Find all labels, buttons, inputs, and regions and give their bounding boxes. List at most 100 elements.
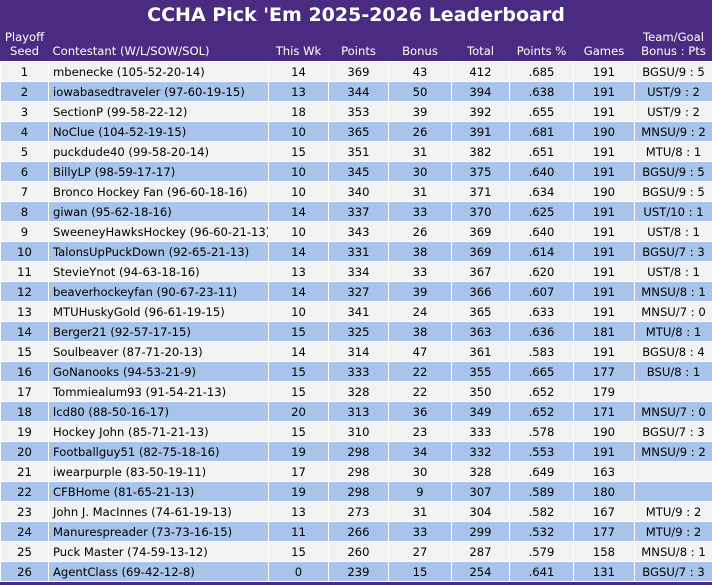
table-cell: Manurespreader (73-73-16-15) <box>48 521 269 542</box>
table-cell: 38 <box>388 241 452 262</box>
table-cell: 177 <box>573 361 635 382</box>
table-cell: .532 <box>509 521 574 542</box>
table-cell: 25 <box>0 541 49 562</box>
table-cell: puckdude40 (99-58-20-14) <box>48 141 269 162</box>
table-cell: 351 <box>328 141 389 162</box>
table-cell: BGSU/7 : 3 <box>634 241 712 262</box>
table-row: 25 Puck Master (74-59-13-12) 15 260 27 287.57… <box>0 541 712 562</box>
table-row: 9 SweeneyHawksHockey (96-60-21-13) 10 343 26… <box>0 221 712 242</box>
table-cell: .640 <box>509 161 574 182</box>
table-cell: 17 <box>0 381 49 402</box>
table-cell: SectionP (99-58-22-12) <box>48 101 269 122</box>
table-cell: BSU/8 : 1 <box>634 361 712 382</box>
table-cell: 22 <box>0 481 49 502</box>
table-row: 21 iwearpurple (83-50-19-11) 17 298 30 328.64… <box>0 461 712 482</box>
table-row: 6 BillyLP (98-59-17-17) 10 345 30 375.640 191 B… <box>0 161 712 182</box>
table-cell: 36 <box>388 401 452 422</box>
table-cell: 331 <box>328 241 389 262</box>
table-cell <box>634 381 712 402</box>
table-cell: 18 <box>0 401 49 422</box>
table-cell: 33 <box>388 201 452 222</box>
column-header: Points % <box>509 28 574 62</box>
title: CCHA Pick 'Em 2025-2026 Leaderboard <box>147 4 565 26</box>
table-cell: 3 <box>0 101 49 122</box>
table-cell: 14 <box>268 201 329 222</box>
table-cell: 313 <box>328 401 389 422</box>
table-cell: 26 <box>0 561 49 582</box>
table-cell: 167 <box>573 501 635 522</box>
table-body: 1 mbenecke (105-52-20-14) 14 369 43 412.685 19… <box>0 61 712 582</box>
table-cell: MTU/8 : 1 <box>634 141 712 162</box>
table-cell: MTU/9 : 2 <box>634 501 712 522</box>
table-cell: 370 <box>451 201 510 222</box>
table-cell: John J. MacInnes (74-61-19-13) <box>48 501 269 522</box>
table-cell: MNSU/8 : 1 <box>634 541 712 562</box>
table-cell: AgentClass (69-42-12-8) <box>48 561 269 582</box>
table-cell: CFBHome (81-65-21-13) <box>48 481 269 502</box>
table-cell: Soulbeaver (87-71-20-13) <box>48 341 269 362</box>
table-cell: 10 <box>268 161 329 182</box>
table-cell: .583 <box>509 341 574 362</box>
table-cell: 15 <box>268 541 329 562</box>
column-header: Playoff Seed <box>0 28 49 62</box>
table-cell: 298 <box>328 481 389 502</box>
table-row: 1 mbenecke (105-52-20-14) 14 369 43 412.685 19… <box>0 61 712 82</box>
leaderboard-table: Playoff Seed Contestant (W/L/SOW/SOL) This… <box>0 28 712 582</box>
table-cell: 131 <box>573 561 635 582</box>
table-row: 3 SectionP (99-58-22-12) 18 353 39 392.655 191… <box>0 101 712 122</box>
table-cell: 14 <box>268 61 329 82</box>
table-cell: BGSU/9 : 5 <box>634 61 712 82</box>
table-cell: 260 <box>328 541 389 562</box>
table-cell: 349 <box>451 401 510 422</box>
table-row: 11 StevieYnot (94-63-18-16) 13 334 33 367.620… <box>0 261 712 282</box>
table-cell: 361 <box>451 341 510 362</box>
table-cell: .620 <box>509 261 574 282</box>
table-cell: .589 <box>509 481 574 502</box>
table-cell: TalonsUpPuckDown (92-65-21-13) <box>48 241 269 262</box>
table-row: 7 Bronco Hockey Fan (96-60-18-16) 10 340 31 3… <box>0 181 712 202</box>
column-header: Points <box>328 28 389 62</box>
table-cell: 43 <box>388 61 452 82</box>
table-cell: 31 <box>388 501 452 522</box>
table-cell: 337 <box>328 201 389 222</box>
table-cell: MNSU/9 : 2 <box>634 121 712 142</box>
table-cell: 239 <box>328 561 389 582</box>
table-cell: 382 <box>451 141 510 162</box>
table-cell: 191 <box>573 301 635 322</box>
table-row: 24 Manurespreader (73-73-16-15) 11 266 33 299… <box>0 521 712 542</box>
table-cell: 191 <box>573 281 635 302</box>
table-cell: UST/10 : 1 <box>634 201 712 222</box>
table-cell: 371 <box>451 181 510 202</box>
table-cell: .578 <box>509 421 574 442</box>
table-cell: 15 <box>268 321 329 342</box>
column-header: Bonus <box>388 28 452 62</box>
table-cell: mbenecke (105-52-20-14) <box>48 61 269 82</box>
table-cell: 7 <box>0 181 49 202</box>
table-cell: 191 <box>573 241 635 262</box>
table-row: 18 lcd80 (88-50-16-17) 20 313 36 349.652 171 MN… <box>0 401 712 422</box>
table-cell: 365 <box>451 301 510 322</box>
table-cell: 333 <box>328 361 389 382</box>
table-cell: 254 <box>451 561 510 582</box>
table-cell: beaverhockeyfan (90-67-23-11) <box>48 281 269 302</box>
table-cell: 314 <box>328 341 389 362</box>
table-cell: 13 <box>268 501 329 522</box>
table-cell: 19 <box>0 421 49 442</box>
table-cell: .685 <box>509 61 574 82</box>
table-cell: 2 <box>0 81 49 102</box>
table-cell: 191 <box>573 101 635 122</box>
table-cell: 11 <box>0 261 49 282</box>
table-cell: 34 <box>388 441 452 462</box>
table-cell: 12 <box>0 281 49 302</box>
table-cell: 328 <box>328 381 389 402</box>
table-cell: .607 <box>509 281 574 302</box>
table-cell: Berger21 (92-57-17-15) <box>48 321 269 342</box>
table-cell: 363 <box>451 321 510 342</box>
table-cell: 191 <box>573 161 635 182</box>
table-cell: 367 <box>451 261 510 282</box>
table-cell: 191 <box>573 341 635 362</box>
table-cell: 26 <box>388 221 452 242</box>
table-cell: 334 <box>328 261 389 282</box>
table-cell: .634 <box>509 181 574 202</box>
